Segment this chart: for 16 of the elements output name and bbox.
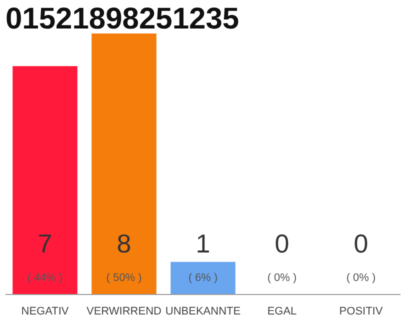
data-label: 0: [274, 228, 290, 259]
annotation: ( 0% ): [267, 272, 297, 284]
annotation: ( 6% ): [188, 272, 218, 284]
data-label: 7: [38, 228, 52, 259]
data-label: 8: [116, 228, 132, 259]
x-tick-label: VERWIRREND: [86, 306, 162, 318]
x-tick-label: NEGATIV: [21, 306, 70, 318]
annotation: ( 0% ): [346, 272, 376, 284]
x-tick-label: EGAL: [267, 306, 297, 318]
data-label: 1: [196, 228, 210, 259]
x-tick-label: POSITIV: [339, 306, 384, 318]
x-tick-label: UNBEKANNTE: [165, 306, 241, 318]
chart-title: 01521898251235: [6, 2, 240, 36]
annotation: ( 44% ): [27, 272, 63, 284]
data-label: 0: [354, 228, 368, 259]
annotation: ( 50% ): [106, 272, 142, 284]
